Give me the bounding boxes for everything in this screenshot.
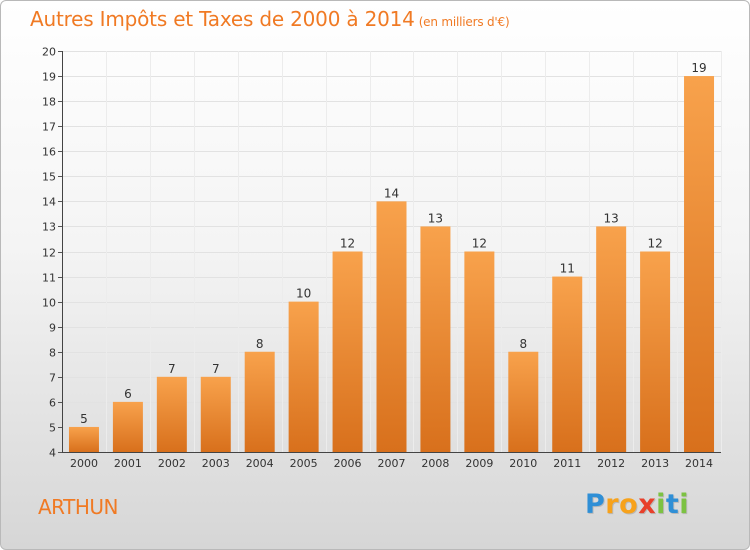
y-tick-label: 9 (49, 322, 56, 335)
axes: 4 5 6 7 8 9 10 11 12 13 14 15 16 17 18 19 20 2000 2001 2002… (42, 46, 721, 470)
x-tick-label: 2000 (70, 457, 98, 470)
y-tick-label: 13 (42, 221, 56, 234)
bar-2008 (420, 226, 451, 452)
bar-2012 (596, 226, 627, 452)
x-tick-label: 2009 (465, 457, 493, 470)
bar-value-label: 7 (212, 362, 220, 376)
y-tick-label: 18 (42, 96, 56, 109)
bar-value-label: 19 (691, 61, 706, 75)
logo-letter: o (619, 489, 639, 520)
y-tick-label: 20 (42, 46, 56, 59)
bar-value-label: 5 (80, 412, 88, 426)
bar-2011 (552, 276, 583, 452)
bar-2003 (200, 376, 231, 452)
x-tick-label: 2006 (334, 457, 362, 470)
x-tick-label: 2003 (202, 457, 230, 470)
logo-letter: x (638, 489, 657, 520)
y-tick-label: 16 (42, 146, 56, 159)
y-tick-label: 4 (49, 447, 56, 460)
bar-2001 (112, 401, 143, 452)
bar-value-label: 10 (296, 287, 311, 301)
bar-value-label: 12 (472, 237, 487, 251)
x-tick-label: 2008 (421, 457, 449, 470)
y-tick-label: 19 (42, 71, 56, 84)
y-tick-label: 8 (49, 347, 56, 360)
logo-letter: i (679, 489, 690, 520)
y-tick-label: 15 (42, 171, 56, 184)
bar-2006 (332, 251, 363, 452)
bar-value-label: 11 (560, 262, 575, 276)
bar-value-label: 7 (168, 362, 176, 376)
chart-title: Autres Impôts et Taxes de 2000 à 2014 (en… (30, 7, 510, 31)
place-name: ARTHUN (38, 495, 118, 519)
chart-title-main: Autres Impôts et Taxes de 2000 à 2014 (30, 7, 415, 31)
x-tick-label: 2004 (246, 457, 274, 470)
logo-letter: t (665, 489, 680, 520)
bar-2004 (244, 351, 275, 452)
bar-2009 (464, 251, 495, 452)
y-tick-label: 6 (49, 397, 56, 410)
bar-2010 (508, 351, 539, 452)
x-tick-label: 2001 (114, 457, 142, 470)
bar-value-label: 13 (428, 211, 443, 225)
x-tick-label: 2010 (509, 457, 537, 470)
x-tick-label: 2013 (641, 457, 669, 470)
data-labels: 5 6 7 7 8 10 12 14 13 12 8 11 13 12 19 (80, 61, 707, 426)
bar-value-label: 13 (604, 211, 619, 225)
y-tick-label: 11 (42, 272, 56, 285)
y-tick-label: 10 (42, 297, 56, 310)
bar-2014 (684, 76, 715, 452)
logo-letter: r (605, 489, 620, 520)
bar-2005 (288, 301, 319, 452)
x-tick-label: 2014 (685, 457, 713, 470)
bar-2007 (376, 201, 407, 452)
bar-value-label: 8 (256, 337, 264, 351)
y-tick-label: 17 (42, 121, 56, 134)
bar-2000 (68, 426, 99, 452)
bars (68, 76, 715, 452)
bar-value-label: 12 (647, 237, 662, 251)
logo-letter: P (585, 489, 606, 520)
bar-value-label: 6 (124, 387, 132, 401)
x-tick-label: 2007 (378, 457, 406, 470)
x-tick-label: 2012 (597, 457, 625, 470)
y-tick-label: 7 (49, 372, 56, 385)
x-tick-label: 2005 (290, 457, 318, 470)
x-tick-label: 2002 (158, 457, 186, 470)
y-tick-label: 5 (49, 422, 56, 435)
logo-letter: i (656, 489, 666, 520)
y-tick-label: 14 (42, 196, 56, 209)
bar-2002 (156, 376, 187, 452)
bar-2013 (640, 251, 671, 452)
y-tick-label: 12 (42, 247, 56, 260)
chart-title-unit: (en milliers d'€) (418, 15, 510, 29)
bar-value-label: 8 (519, 337, 527, 351)
proxiti-logo: Proxiti (585, 489, 689, 520)
x-tick-label: 2011 (553, 457, 581, 470)
bar-value-label: 14 (384, 186, 399, 200)
bar-value-label: 12 (340, 237, 355, 251)
